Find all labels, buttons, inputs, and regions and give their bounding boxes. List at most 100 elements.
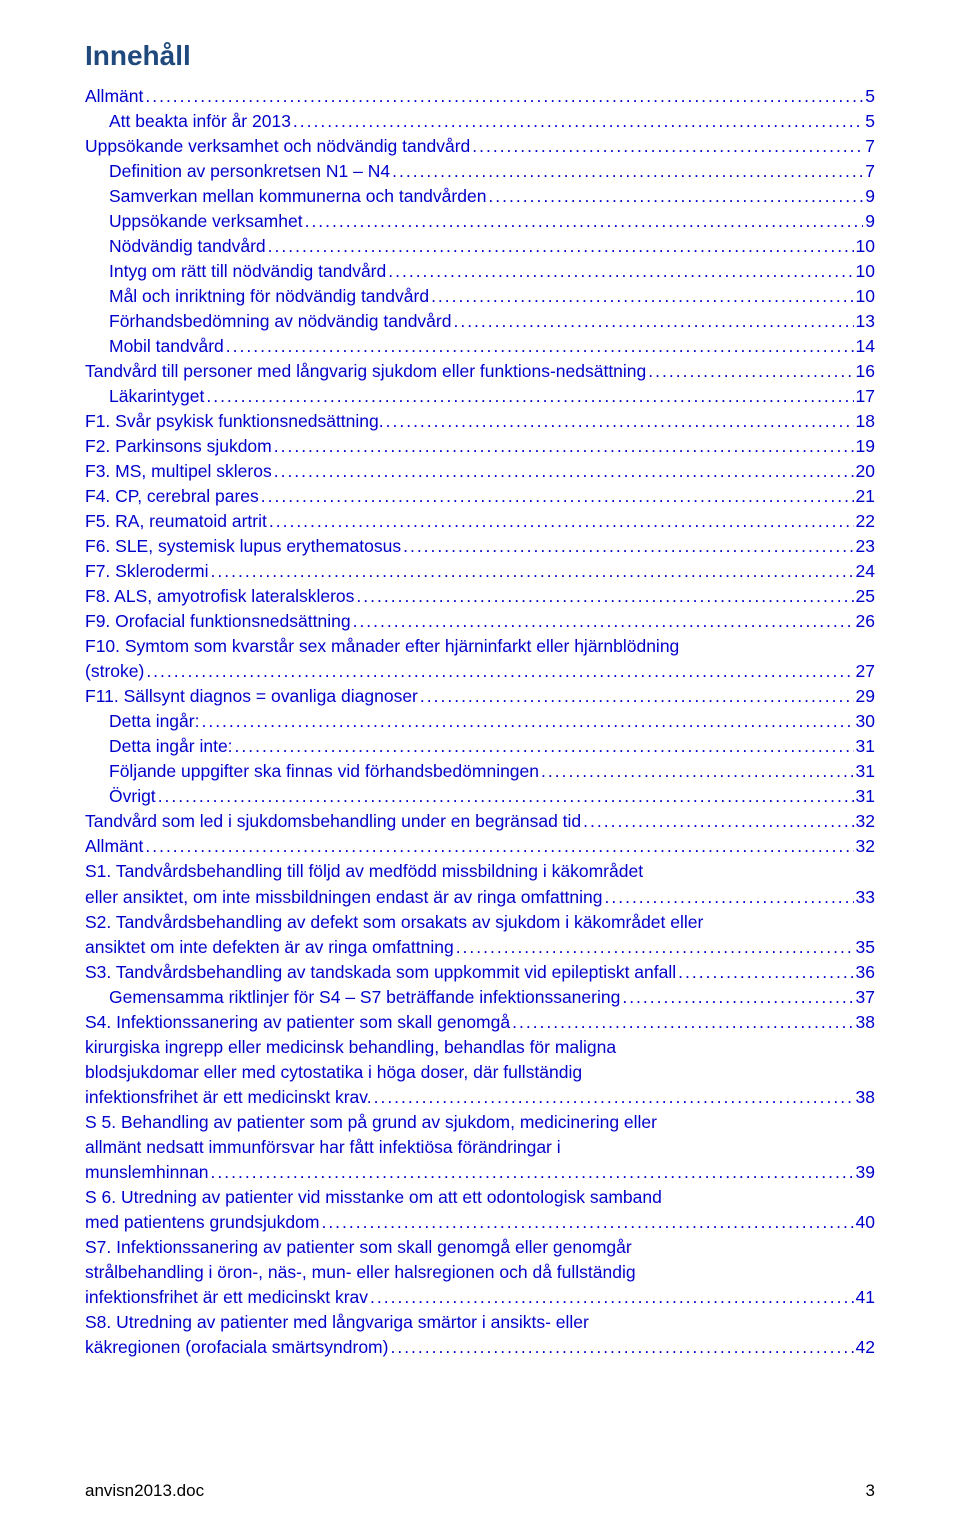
toc-page-number: 38 xyxy=(856,1085,875,1110)
toc-entry[interactable]: Uppsökande verksamhet 9 xyxy=(85,209,875,234)
toc-entry[interactable]: Förhandsbedömning av nödvändig tandvård … xyxy=(85,309,875,334)
toc-page-number: 5 xyxy=(865,109,875,134)
toc-entry[interactable]: eller ansiktet, om inte missbildningen e… xyxy=(85,885,875,910)
page-footer: anvisn2013.doc 3 xyxy=(85,1481,875,1501)
toc-entry[interactable]: Detta ingår: 30 xyxy=(85,709,875,734)
toc-leader xyxy=(145,834,853,859)
toc-entry[interactable]: Definition av personkretsen N1 – N4 7 xyxy=(85,159,875,184)
toc-entry-label: Följande uppgifter ska finnas vid förhan… xyxy=(109,759,539,784)
toc-entry[interactable]: Tandvård som led i sjukdomsbehandling un… xyxy=(85,809,875,834)
toc-entry-label: S 5. Behandling av patienter som på grun… xyxy=(85,1110,657,1135)
toc-entry[interactable]: Nödvändig tandvård 10 xyxy=(85,234,875,259)
toc-entry-label: F8. ALS, amyotrofisk lateralskleros xyxy=(85,584,354,609)
toc-leader xyxy=(268,234,854,259)
toc-entry-label: munslemhinnan xyxy=(85,1160,209,1185)
toc-entry[interactable]: Mobil tandvård 14 xyxy=(85,334,875,359)
toc-entry[interactable]: munslemhinnan 39 xyxy=(85,1160,875,1185)
toc-entry[interactable]: F4. CP, cerebral pares 21 xyxy=(85,484,875,509)
toc-page-number: 39 xyxy=(856,1160,875,1185)
toc-leader xyxy=(431,284,853,309)
toc-entry[interactable]: Gemensamma riktlinjer för S4 – S7 beträf… xyxy=(85,985,875,1010)
toc-entry[interactable]: Allmänt 32 xyxy=(85,834,875,859)
toc-entry-label: Mål och inriktning för nödvändig tandvår… xyxy=(109,284,429,309)
toc-entry[interactable]: S1. Tandvårdsbehandling till följd av me… xyxy=(85,859,875,884)
toc-entry[interactable]: Läkarintyget 17 xyxy=(85,384,875,409)
toc-entry[interactable]: S4. Infektionssanering av patienter som … xyxy=(85,1010,875,1035)
toc-entry[interactable]: F1. Svår psykisk funktionsnedsättning. 1… xyxy=(85,409,875,434)
toc-entry[interactable]: F6. SLE, systemisk lupus erythematosus 2… xyxy=(85,534,875,559)
toc-entry-label: Gemensamma riktlinjer för S4 – S7 beträf… xyxy=(109,985,620,1010)
toc-entry-label: allmänt nedsatt immunförsvar har fått in… xyxy=(85,1135,561,1160)
toc-entry-label: F2. Parkinsons sjukdom xyxy=(85,434,272,459)
toc-entry[interactable]: Mål och inriktning för nödvändig tandvår… xyxy=(85,284,875,309)
toc-entry-label: ansiktet om inte defekten är av ringa om… xyxy=(85,935,454,960)
toc-entry[interactable]: infektionsfrihet är ett medicinskt krav.… xyxy=(85,1085,875,1110)
toc-entry[interactable]: Följande uppgifter ska finnas vid förhan… xyxy=(85,759,875,784)
toc-entry[interactable]: (stroke) 27 xyxy=(85,659,875,684)
toc-page-number: 36 xyxy=(856,960,875,985)
toc-entry[interactable]: S2. Tandvårdsbehandling av defekt som or… xyxy=(85,910,875,935)
toc-entry[interactable]: F10. Symtom som kvarstår sex månader eft… xyxy=(85,634,875,659)
toc-leader xyxy=(201,709,853,734)
toc-entry-label: (stroke) xyxy=(85,659,144,684)
toc-entry[interactable]: blodsjukdomar eller med cytostatika i hö… xyxy=(85,1060,875,1085)
toc-page-number: 9 xyxy=(865,184,875,209)
toc-entry[interactable]: kirurgiska ingrepp eller medicinsk behan… xyxy=(85,1035,875,1060)
toc-leader xyxy=(370,1285,854,1310)
toc-leader xyxy=(390,1335,853,1360)
toc-entry[interactable]: Intyg om rätt till nödvändig tandvård 10 xyxy=(85,259,875,284)
toc-leader xyxy=(622,985,853,1010)
toc-entry[interactable]: S 6. Utredning av patienter vid misstank… xyxy=(85,1185,875,1210)
toc-entry[interactable]: Uppsökande verksamhet och nödvändig tand… xyxy=(85,134,875,159)
toc-entry[interactable]: S3. Tandvårdsbehandling av tandskada som… xyxy=(85,960,875,985)
toc-page-number: 7 xyxy=(865,134,875,159)
toc-entry[interactable]: F3. MS, multipel skleros 20 xyxy=(85,459,875,484)
toc-page-number: 32 xyxy=(856,834,875,859)
toc-page-number: 31 xyxy=(856,784,875,809)
toc-entry[interactable]: ansiktet om inte defekten är av ringa om… xyxy=(85,935,875,960)
toc-page-number: 41 xyxy=(856,1285,875,1310)
toc-entry[interactable]: F9. Orofacial funktionsnedsättning 26 xyxy=(85,609,875,634)
toc-leader xyxy=(456,935,854,960)
toc-entry[interactable]: S7. Infektionssanering av patienter som … xyxy=(85,1235,875,1260)
toc-entry[interactable]: F7. Sklerodermi 24 xyxy=(85,559,875,584)
toc-entry[interactable]: Samverkan mellan kommunerna och tandvård… xyxy=(85,184,875,209)
toc-leader xyxy=(678,960,853,985)
toc-entry-label: strålbehandling i öron-, näs-, mun- elle… xyxy=(85,1260,636,1285)
toc-entry[interactable]: med patientens grundsjukdom 40 xyxy=(85,1210,875,1235)
toc-entry[interactable]: allmänt nedsatt immunförsvar har fått in… xyxy=(85,1135,875,1160)
toc-entry-label: Förhandsbedömning av nödvändig tandvård xyxy=(109,309,451,334)
toc-entry[interactable]: F2. Parkinsons sjukdom 19 xyxy=(85,434,875,459)
toc-leader xyxy=(356,584,853,609)
toc-entry-label: F11. Sällsynt diagnos = ovanliga diagnos… xyxy=(85,684,418,709)
toc-entry-label: Uppsökande verksamhet xyxy=(109,209,303,234)
toc-entry-label: F5. RA, reumatoid artrit xyxy=(85,509,267,534)
toc-entry-label: Intyg om rätt till nödvändig tandvård xyxy=(109,259,386,284)
toc-entry[interactable]: S 5. Behandling av patienter som på grun… xyxy=(85,1110,875,1135)
toc-page-number: 5 xyxy=(865,84,875,109)
toc-entry[interactable]: S8. Utredning av patienter med långvarig… xyxy=(85,1310,875,1335)
toc-entry-label: Uppsökande verksamhet och nödvändig tand… xyxy=(85,134,470,159)
toc-entry[interactable]: Tandvård till personer med långvarig sju… xyxy=(85,359,875,384)
toc-entry[interactable]: Allmänt 5 xyxy=(85,84,875,109)
toc-entry[interactable]: strålbehandling i öron-, näs-, mun- elle… xyxy=(85,1260,875,1285)
toc-entry[interactable]: käkregionen (orofaciala smärtsyndrom) 42 xyxy=(85,1335,875,1360)
toc-leader xyxy=(269,509,854,534)
toc-leader xyxy=(420,684,854,709)
footer-filename: anvisn2013.doc xyxy=(85,1481,204,1501)
toc-page-number: 19 xyxy=(856,434,875,459)
toc-entry[interactable]: F8. ALS, amyotrofisk lateralskleros 25 xyxy=(85,584,875,609)
toc-page-number: 31 xyxy=(856,734,875,759)
toc-page-number: 10 xyxy=(856,259,875,284)
toc-entry-label: Att beakta inför år 2013 xyxy=(109,109,291,134)
toc-page-number: 25 xyxy=(856,584,875,609)
toc-entry[interactable]: Att beakta inför år 2013 5 xyxy=(85,109,875,134)
toc-entry[interactable]: F5. RA, reumatoid artrit 22 xyxy=(85,509,875,534)
toc-entry[interactable]: infektionsfrihet är ett medicinskt krav … xyxy=(85,1285,875,1310)
toc-entry[interactable]: Övrigt 31 xyxy=(85,784,875,809)
toc-entry-label: S8. Utredning av patienter med långvarig… xyxy=(85,1310,589,1335)
toc-entry-label: Detta ingår inte: xyxy=(109,734,233,759)
toc-page-number: 23 xyxy=(856,534,875,559)
toc-entry[interactable]: F11. Sällsynt diagnos = ovanliga diagnos… xyxy=(85,684,875,709)
toc-entry[interactable]: Detta ingår inte: 31 xyxy=(85,734,875,759)
